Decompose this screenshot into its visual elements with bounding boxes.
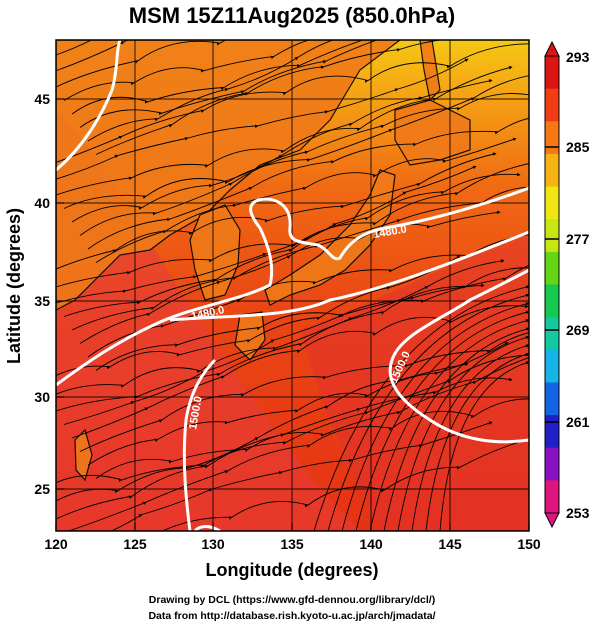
x-tick-label: 150 <box>517 536 541 552</box>
streamline <box>369 318 529 531</box>
streamline <box>439 361 529 531</box>
y-axis: 45 40 35 30 25 Latitude (degrees) <box>4 91 64 497</box>
streamline <box>327 293 529 531</box>
contour-label: 1500.0 <box>187 395 205 430</box>
colorbar-tick-label: 293 <box>566 49 590 65</box>
colorbar-tick-label: 285 <box>566 139 590 155</box>
streamline <box>425 352 529 531</box>
colorbar-tick-label: 253 <box>566 505 590 521</box>
contour-1460 <box>56 40 122 172</box>
colorbar-segment <box>545 317 559 351</box>
credit-data-source: Data from http://database.rish.kyoto-u.a… <box>148 610 435 622</box>
colorbar-segments <box>545 56 559 514</box>
streamline <box>411 344 529 531</box>
contour-1480-south <box>169 230 529 322</box>
colorbar-segment <box>545 251 559 286</box>
x-axis: 120 125 130 135 140 145 150 Longitude (d… <box>44 523 541 580</box>
colorbar-top-triangle <box>544 40 560 57</box>
streamline <box>397 335 529 531</box>
x-tick-label: 125 <box>123 536 147 552</box>
land-taiwan <box>74 428 93 482</box>
colorbar-segment <box>545 121 559 155</box>
colorbar-segment <box>545 480 559 514</box>
colorbar-segment <box>545 415 559 449</box>
wind-streamlines <box>56 40 529 531</box>
colorbar-segment <box>545 186 559 220</box>
x-tick-label: 120 <box>44 536 68 552</box>
y-tick-label: 40 <box>34 195 50 211</box>
contour-1500-bottom <box>193 525 221 531</box>
colorbar-frame <box>544 55 560 514</box>
streamline <box>355 310 529 531</box>
streamline <box>56 40 505 72</box>
colorbar-segment <box>545 349 559 384</box>
streamline <box>313 285 529 531</box>
colorbar-bottom-triangle <box>544 512 560 529</box>
y-tick-label: 30 <box>34 389 50 405</box>
colorbar-segment <box>545 88 559 122</box>
colorbar-segment <box>545 382 559 416</box>
colorbar-tick-label: 269 <box>566 322 590 338</box>
y-tick-label: 25 <box>34 481 50 497</box>
height-contours <box>56 40 529 531</box>
x-tick-label: 135 <box>280 536 304 552</box>
map-title: MSM 15Z11Aug2025 (850.0hPa) <box>129 3 455 28</box>
colorbar-segment <box>545 219 559 253</box>
x-tick-label: 145 <box>438 536 462 552</box>
y-axis-label: Latitude (degrees) <box>4 208 24 364</box>
x-tick-label: 140 <box>359 536 383 552</box>
map-plot-area: 1480.0 1480.0 1500.0 1500.0 <box>56 40 529 531</box>
streamline <box>152 435 529 531</box>
colorbar: 293 285 277 269 261 253 <box>544 40 590 529</box>
x-axis-label: Longitude (degrees) <box>205 560 378 580</box>
x-tick-label: 130 <box>201 536 225 552</box>
colorbar-segment <box>545 56 559 90</box>
colorbar-segment <box>545 153 559 188</box>
colorbar-segment <box>545 447 559 481</box>
colorbar-segment <box>545 284 559 318</box>
credit-drawing: Drawing by DCL (https://www.gfd-dennou.o… <box>149 594 435 606</box>
colorbar-tick-label: 277 <box>566 231 590 247</box>
contour-1500-east <box>388 268 529 444</box>
contour-label: 1480.0 <box>372 223 407 241</box>
contour-1500-west <box>182 358 217 531</box>
contour-1480-west <box>56 186 529 387</box>
y-tick-label: 35 <box>34 293 50 309</box>
streamline <box>341 302 529 531</box>
streamline <box>383 327 529 531</box>
colorbar-tick-label: 261 <box>566 414 590 430</box>
y-tick-label: 45 <box>34 91 50 107</box>
